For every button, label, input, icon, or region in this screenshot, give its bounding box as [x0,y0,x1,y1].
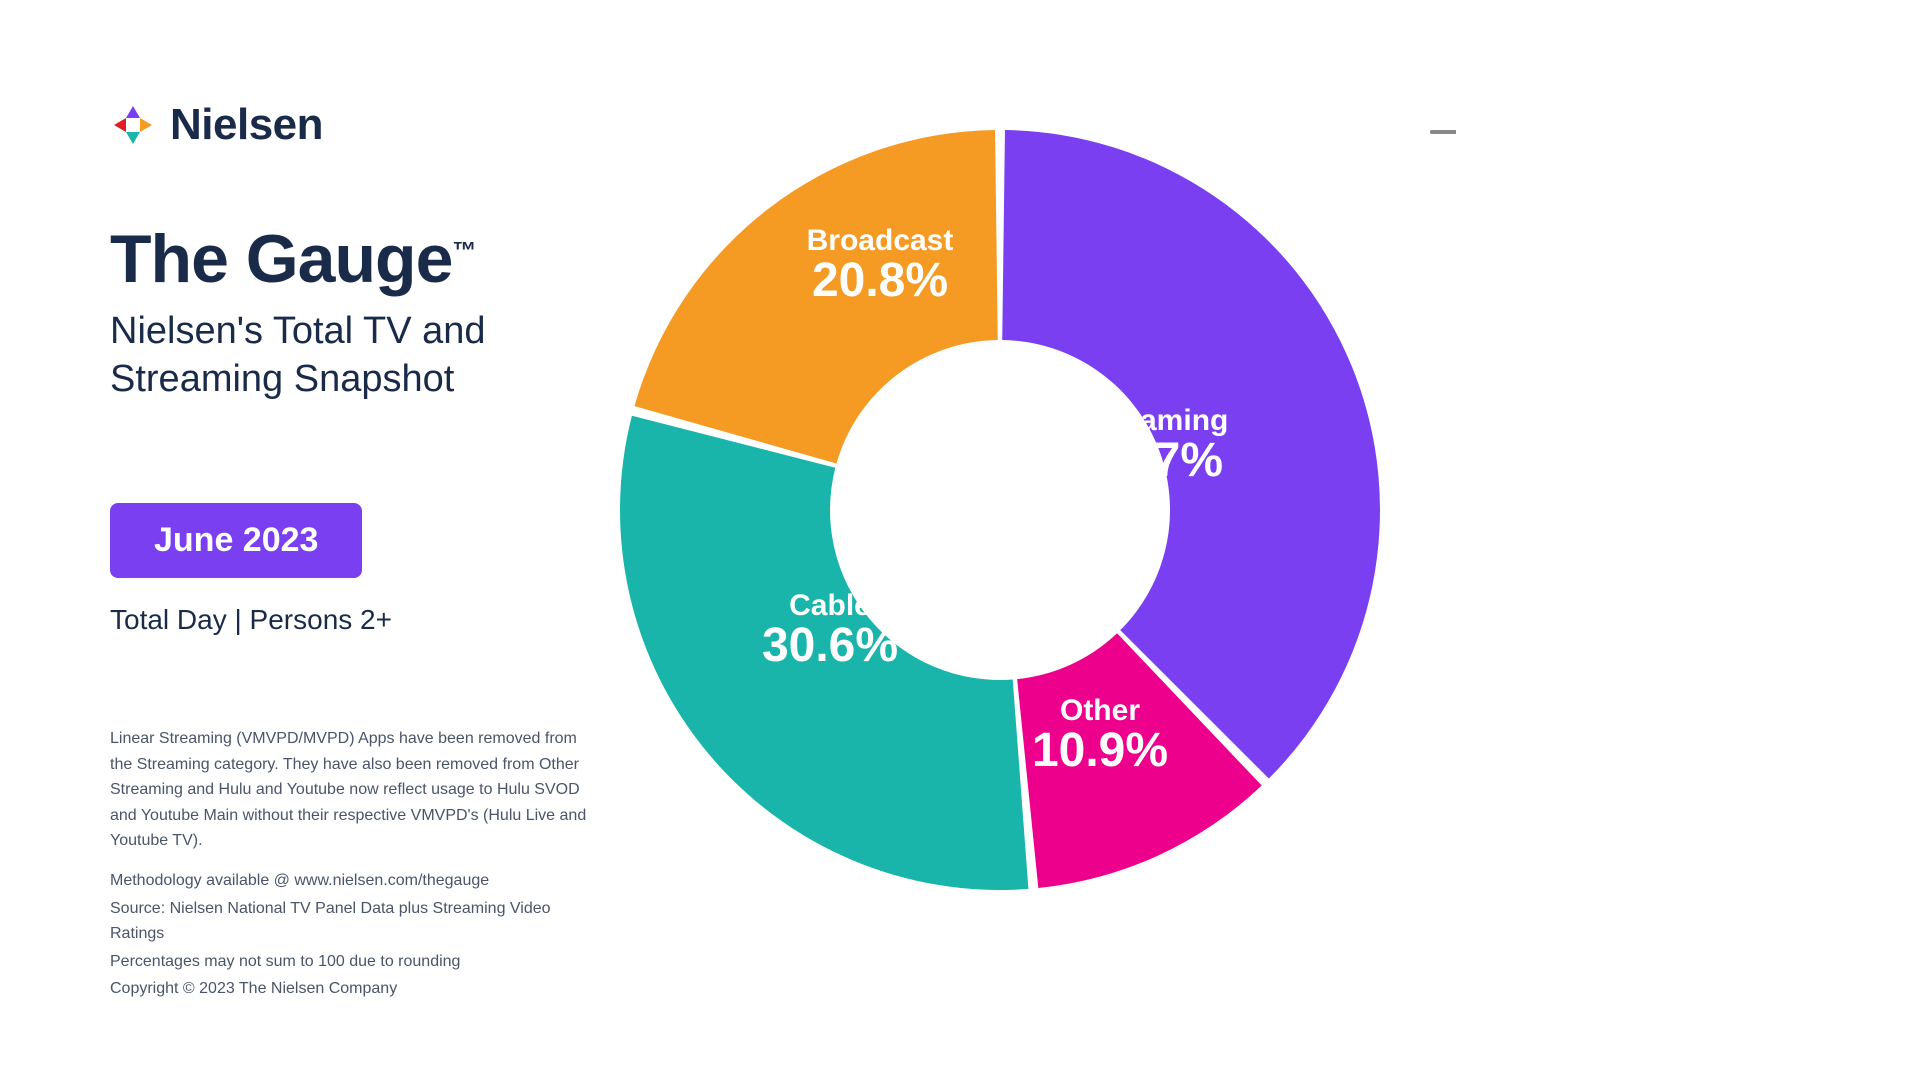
date-badge: June 2023 [110,503,362,578]
breakdown-bracket-icon [1430,130,1456,134]
left-column: Nielsen The Gauge™ Nielsen's Total TV an… [110,100,590,1004]
title-block: The Gauge™ Nielsen's Total TV and Stream… [110,220,590,403]
footnotes: Linear Streaming (VMVPD/MVPD) Apps have … [110,726,590,1002]
footnote-rounding: Percentages may not sum to 100 due to ro… [110,949,590,975]
brand-logo: Nielsen [110,100,590,150]
footnote-para1: Linear Streaming (VMVPD/MVPD) Apps have … [110,726,590,854]
donut-chart: Streaming37.7%Other10.9%Cable30.6%Broadc… [590,100,1410,920]
brand-name: Nielsen [170,100,323,150]
donut-label-broadcast: Broadcast20.8% [807,224,954,307]
footnote-copyright: Copyright © 2023 The Nielsen Company [110,976,590,1002]
audience-line: Total Day | Persons 2+ [110,604,590,636]
footnote-methodology: Methodology available @ www.nielsen.com/… [110,868,590,894]
nielsen-mark-icon [110,102,156,148]
title-tm: ™ [452,237,475,264]
donut-label-streaming: Streaming37.7% [1082,404,1229,487]
page-subtitle: Nielsen's Total TV and Streaming Snapsho… [110,308,590,403]
page-title: The Gauge™ [110,220,590,298]
footnote-source: Source: Nielsen National TV Panel Data p… [110,896,590,947]
title-text: The Gauge [110,221,452,297]
